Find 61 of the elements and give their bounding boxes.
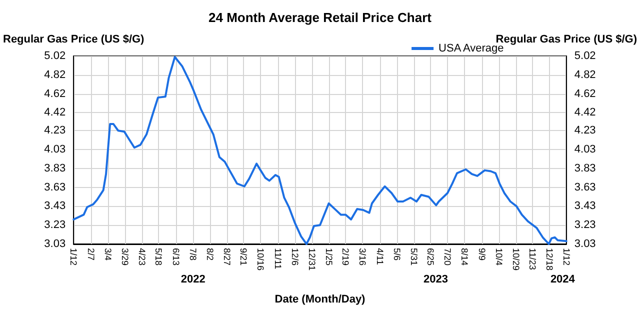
x-tick-label: 12/31: [306, 248, 317, 271]
x-axis-title: Date (Month/Day): [274, 294, 366, 306]
x-tick-label: 3/4: [103, 248, 114, 261]
x-tick-label: 11/23: [528, 248, 538, 270]
x-tick-label: 5/18: [154, 248, 164, 266]
y2-tick-label: 3.43: [574, 200, 596, 212]
y-tick-label: 4.03: [44, 144, 66, 156]
y2-tick-label: 4.42: [574, 106, 596, 119]
x-tick-label: 1/25: [324, 248, 334, 266]
text: 2023: [424, 274, 448, 286]
y-tick-label: 3.63: [44, 181, 66, 194]
x-tick-label: 1/12: [68, 248, 79, 266]
x-tick-label: 12/18: [544, 248, 555, 271]
x-tick-label: 12/6: [290, 248, 300, 266]
x-tick-label: 11/11: [273, 248, 284, 270]
y-tick-label: 5.02: [44, 50, 66, 62]
legend-label: USA Average: [438, 42, 504, 54]
y2-tick-label: 4.23: [574, 124, 596, 137]
y2-tick-label: 3.83: [574, 162, 596, 174]
y2-tick-label: 4.82: [574, 68, 596, 81]
y-tick-label: 3.43: [44, 200, 66, 212]
x-tick-label: 3/16: [358, 248, 368, 266]
x-tick-label: 9/9: [477, 248, 488, 261]
x-tick-label: 8/14: [459, 248, 470, 266]
x-tick-label: 6/13: [171, 248, 182, 266]
y-tick-label: 3.23: [44, 219, 66, 232]
y2-tick-label: 5.02: [574, 50, 596, 62]
y-tick-label: 4.62: [44, 88, 66, 100]
x-tick-label: 9/21: [238, 248, 249, 266]
x-tick-label: 4/23: [136, 248, 147, 266]
y-tick-label: 4.42: [44, 106, 66, 119]
x-tick-label: 4/11: [375, 248, 386, 265]
x-tick-label: 10/16: [256, 248, 266, 271]
x-tick-label: 8/2: [204, 248, 215, 261]
x-tick-label: 3/29: [120, 248, 130, 266]
text: 2022: [180, 274, 206, 286]
y-tick-label: 4.23: [44, 124, 66, 137]
line-series: [72, 56, 568, 245]
x-tick-label: 10/29: [510, 248, 521, 271]
y2-tick-label: 3.23: [574, 219, 596, 232]
x-tick-label: 6/25: [426, 248, 436, 266]
x-tick-label: 1/12: [561, 248, 572, 266]
y2-tick-label: 3.03: [574, 238, 596, 250]
x-tick-label: 10/4: [494, 248, 504, 266]
x-tick-label: 5/6: [392, 248, 402, 261]
y-tick-label: 3.83: [44, 162, 66, 174]
y-axis-title: Regular Gas Price (US $/G): [3, 34, 145, 46]
x-tick-label: 7/20: [442, 248, 453, 266]
y2-tick-label: 4.03: [574, 144, 596, 156]
x-tick-label: 8/27: [222, 248, 232, 266]
y2-axis-title: Regular Gas Price (US $/G): [496, 34, 638, 46]
x-tick-label: 2/7: [86, 248, 96, 261]
text: 2024: [550, 274, 576, 286]
x-tick-label: 2/19: [340, 248, 351, 266]
y2-tick-label: 3.63: [574, 181, 596, 194]
x-tick-label: 5/31: [408, 248, 419, 266]
y-tick-label: 3.03: [44, 238, 66, 250]
chart-title: 24 Month Average Retail Price Chart: [208, 10, 432, 25]
y-tick-label: 4.82: [44, 68, 66, 81]
y2-tick-label: 4.62: [574, 88, 596, 100]
x-tick-label: 7/8: [188, 248, 198, 261]
